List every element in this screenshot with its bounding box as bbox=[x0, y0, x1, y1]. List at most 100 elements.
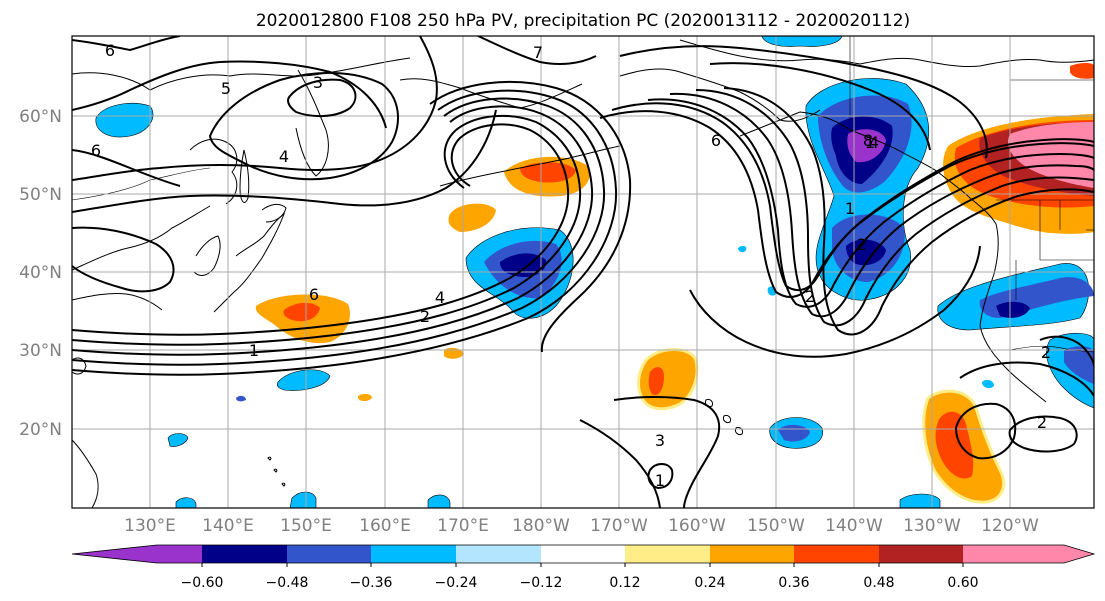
contour-label-11: 4 bbox=[869, 133, 879, 152]
coast-china-south bbox=[72, 293, 163, 311]
colorbar-label-8: 0.48 bbox=[863, 575, 894, 591]
colorbar-label-2: −0.36 bbox=[350, 575, 393, 591]
pv-contour-1-south bbox=[613, 396, 721, 508]
contour-label-6: 6 bbox=[711, 131, 721, 150]
contour-label-8: 2 bbox=[420, 307, 430, 326]
colorbar-segment-6 bbox=[625, 545, 710, 563]
pv-trough-1 bbox=[599, 110, 1094, 298]
contour-label-12: 2 bbox=[805, 287, 815, 306]
contour-label-10: 6 bbox=[309, 285, 319, 304]
coast-china bbox=[72, 205, 211, 271]
pv-trough-4 bbox=[669, 92, 1094, 318]
lon-label-4: 170°E bbox=[437, 516, 489, 536]
pv-contour-2-small bbox=[647, 463, 674, 490]
shade-neg-small-3 bbox=[289, 491, 317, 508]
shade-pos-small-2 bbox=[358, 393, 372, 401]
coast-hawaii-3 bbox=[735, 427, 743, 435]
shade-pos-west-core bbox=[283, 302, 320, 322]
coast-hawaii-2 bbox=[723, 415, 731, 423]
colorbar: −0.60 −0.48 −0.36 −0.24 −0.12 0.12 0.24 0.36 0.4… bbox=[71, 544, 1096, 591]
pv-contour-6-nw bbox=[72, 36, 181, 52]
shade-neg-mexico-mid bbox=[1064, 346, 1094, 384]
coast-kamchatka bbox=[295, 69, 329, 177]
shade-neg-dot-1 bbox=[738, 245, 747, 253]
lat-label-4: 20°N bbox=[19, 420, 62, 440]
contour-label-2: 3 bbox=[313, 73, 323, 92]
longitude-labels: 130°E 140°E 150°E 160°E 170°E 180°W 170°W 160°W… bbox=[124, 516, 1039, 536]
pv-jet-4 bbox=[72, 97, 606, 366]
pv-contour-2-south bbox=[579, 419, 661, 508]
shade-pos-aleutian bbox=[448, 203, 496, 232]
pv-contour-1-east bbox=[1039, 335, 1094, 367]
coast-korea bbox=[193, 235, 221, 276]
shade-neg-small-1 bbox=[167, 433, 189, 447]
contour-label-5: 7 bbox=[533, 43, 543, 62]
shade-pos-small-3 bbox=[1034, 208, 1062, 233]
coast-aleutians bbox=[439, 145, 621, 187]
colorbar-segment-4 bbox=[456, 545, 541, 563]
shade-neg-alaska-core bbox=[847, 129, 886, 163]
pv-trough-5 bbox=[695, 89, 1094, 327]
shade-pos-small-ne bbox=[1070, 63, 1094, 79]
pv-contours bbox=[72, 36, 1094, 508]
lon-label-5: 180°W bbox=[512, 516, 570, 536]
coast-canada-north bbox=[859, 57, 1094, 67]
border-us-states-1 bbox=[1039, 200, 1094, 261]
pv-trough-2 bbox=[611, 102, 1094, 292]
coast-islands-w bbox=[267, 456, 286, 487]
colorbar-label-9: 0.60 bbox=[947, 575, 978, 591]
lon-label-1: 140°E bbox=[202, 516, 254, 536]
lat-label-1: 50°N bbox=[19, 185, 62, 205]
colorbar-label-6: 0.24 bbox=[694, 575, 725, 591]
coast-na-west bbox=[979, 223, 1047, 403]
figure-title: 2020012800 F108 250 hPa PV, precipitatio… bbox=[256, 11, 910, 31]
shade-neg-dot-4 bbox=[236, 395, 246, 402]
contour-label-19: 2 bbox=[857, 235, 867, 254]
lon-label-2: 150°E bbox=[280, 516, 332, 536]
pv-loop-east bbox=[709, 62, 931, 151]
contour-label-16: 2 bbox=[1037, 413, 1047, 432]
pv-contour-east-south-2 bbox=[954, 402, 1017, 460]
latitude-labels: 60°N 50°N 40°N 30°N 20°N bbox=[19, 107, 62, 440]
lon-label-8: 150°W bbox=[747, 516, 805, 536]
shade-neg-small-4 bbox=[427, 494, 451, 508]
pv-contour-3 bbox=[287, 78, 357, 118]
pv-trough-6 bbox=[723, 87, 1094, 336]
contour-label-1: 5 bbox=[221, 79, 231, 98]
colorbar-label-3: −0.24 bbox=[435, 575, 478, 591]
lon-label-7: 160°W bbox=[668, 516, 726, 536]
coast-okhotsk bbox=[189, 138, 238, 205]
coast-japan bbox=[213, 212, 286, 313]
coast-taiwan bbox=[72, 357, 87, 375]
coast-alaska-south bbox=[739, 111, 939, 173]
contour-label-20: 8 bbox=[863, 131, 873, 150]
shade-neg-gulf-core bbox=[846, 239, 886, 266]
contour-label-15: 1 bbox=[655, 471, 665, 490]
shade-neg-dot-3 bbox=[982, 379, 994, 389]
colorbar-segment-5 bbox=[541, 545, 625, 563]
contour-label-17: 2 bbox=[1041, 343, 1051, 362]
pv-contour-7 bbox=[477, 36, 597, 65]
shade-neg-subtropic-core bbox=[996, 301, 1030, 318]
border-russia-china bbox=[149, 167, 211, 181]
contour-label-4: 6 bbox=[91, 141, 101, 160]
pv-contour-5-nw bbox=[72, 60, 387, 129]
contour-label-18: 1 bbox=[865, 133, 875, 152]
coast-hawaii-1 bbox=[705, 399, 713, 407]
shade-neg-small-5 bbox=[175, 497, 197, 508]
colorbar-label-7: 0.36 bbox=[778, 575, 809, 591]
shade-pos-subtrop-mid-core bbox=[648, 367, 664, 396]
colorbar-segment-3 bbox=[371, 545, 456, 563]
pv-jet-5 bbox=[72, 89, 618, 376]
shade-neg-small-2 bbox=[761, 36, 843, 47]
pv-contour-west-loop bbox=[72, 226, 175, 293]
shade-pos-baja-core bbox=[935, 411, 974, 479]
pv-jet-2 bbox=[72, 114, 582, 346]
colorbar-segment-7 bbox=[710, 545, 794, 563]
pv-big-loop-south bbox=[689, 245, 981, 358]
pv-contour-6-mid bbox=[72, 149, 181, 187]
